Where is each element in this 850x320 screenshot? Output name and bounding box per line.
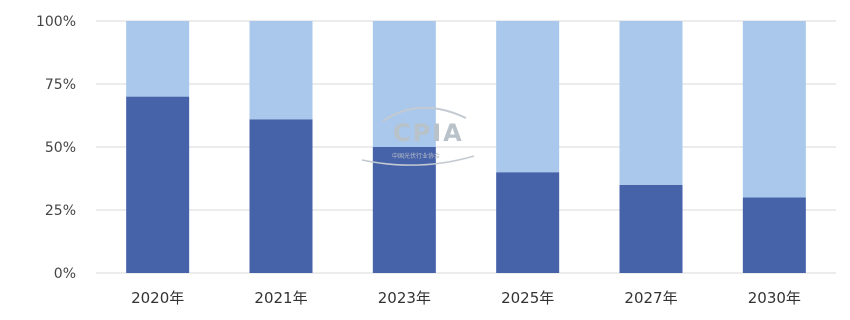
bar-segment-lower [126,96,190,273]
x-axis-ticks: 2020年 2021年 2023年 2025年 2027年 2030年 [131,289,801,307]
bar-segment-upper [496,21,560,173]
x-tick-label: 2030年 [748,289,801,307]
grid-lines [96,20,836,274]
watermark-arc [382,106,467,122]
x-tick-label: 2021年 [254,289,307,307]
watermark-subtitle: 中国光伏行业协会 [392,152,440,160]
bar-segment-lower [496,172,560,273]
y-tick-label: 25% [45,203,76,219]
x-tick-label: 2025年 [501,289,554,307]
bar-segment-upper [249,21,313,120]
y-tick-label: 50% [45,140,76,156]
x-tick-label: 2020年 [131,289,184,307]
y-axis-ticks: 0% 25% 50% 75% 100% [36,14,76,282]
cpia-watermark-logo: CPIA 中国光伏行业协会 [361,106,475,166]
watermark-title: CPIA [393,119,464,147]
bar-segment-lower [249,119,313,273]
bar-segment-lower [372,147,436,273]
bars [126,21,806,273]
y-tick-label: 75% [45,77,76,93]
bar-segment-upper [619,21,683,185]
watermark-swoosh [361,155,475,166]
x-tick-label: 2023年 [378,289,431,307]
bar-segment-lower [742,197,806,273]
bar-segment-upper [126,21,190,97]
x-tick-label: 2027年 [624,289,677,307]
y-tick-label: 0% [54,266,76,282]
bar-segment-upper [742,21,806,198]
y-tick-label: 100% [36,14,76,30]
bar-segment-lower [619,184,683,273]
bar-segment-upper [372,21,436,147]
